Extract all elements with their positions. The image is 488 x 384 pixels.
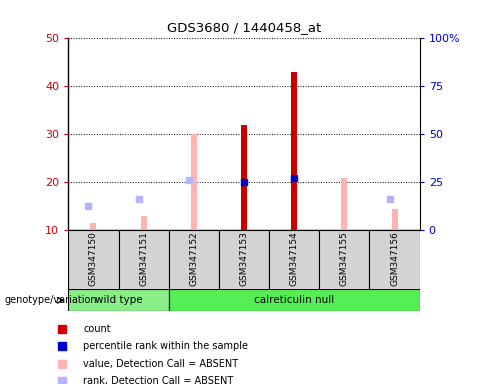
- Bar: [219, 230, 269, 290]
- Bar: [169, 230, 219, 290]
- Bar: [391, 209, 398, 230]
- Bar: [191, 134, 197, 230]
- Bar: [141, 216, 146, 230]
- Text: GSM347154: GSM347154: [290, 232, 299, 286]
- Text: rank, Detection Call = ABSENT: rank, Detection Call = ABSENT: [83, 376, 233, 384]
- Text: GSM347152: GSM347152: [189, 232, 198, 286]
- Bar: [90, 223, 97, 230]
- Title: GDS3680 / 1440458_at: GDS3680 / 1440458_at: [167, 22, 321, 35]
- Bar: [241, 125, 247, 230]
- Text: value, Detection Call = ABSENT: value, Detection Call = ABSENT: [83, 359, 238, 369]
- Text: count: count: [83, 324, 111, 334]
- Text: calreticulin null: calreticulin null: [254, 295, 334, 305]
- Bar: [342, 177, 347, 230]
- Bar: [269, 230, 319, 290]
- Bar: [119, 230, 169, 290]
- Text: GSM347155: GSM347155: [340, 232, 349, 286]
- Bar: [169, 289, 420, 311]
- Bar: [291, 72, 297, 230]
- Bar: [319, 230, 369, 290]
- Text: GSM347150: GSM347150: [89, 232, 98, 286]
- Text: GSM347156: GSM347156: [390, 232, 399, 286]
- Text: GSM347151: GSM347151: [139, 232, 148, 286]
- Text: wild type: wild type: [95, 295, 142, 305]
- Bar: [68, 230, 119, 290]
- Text: genotype/variation: genotype/variation: [5, 295, 98, 305]
- Text: percentile rank within the sample: percentile rank within the sample: [83, 341, 248, 351]
- Text: GSM347153: GSM347153: [240, 232, 248, 286]
- Bar: [369, 230, 420, 290]
- Bar: [68, 289, 169, 311]
